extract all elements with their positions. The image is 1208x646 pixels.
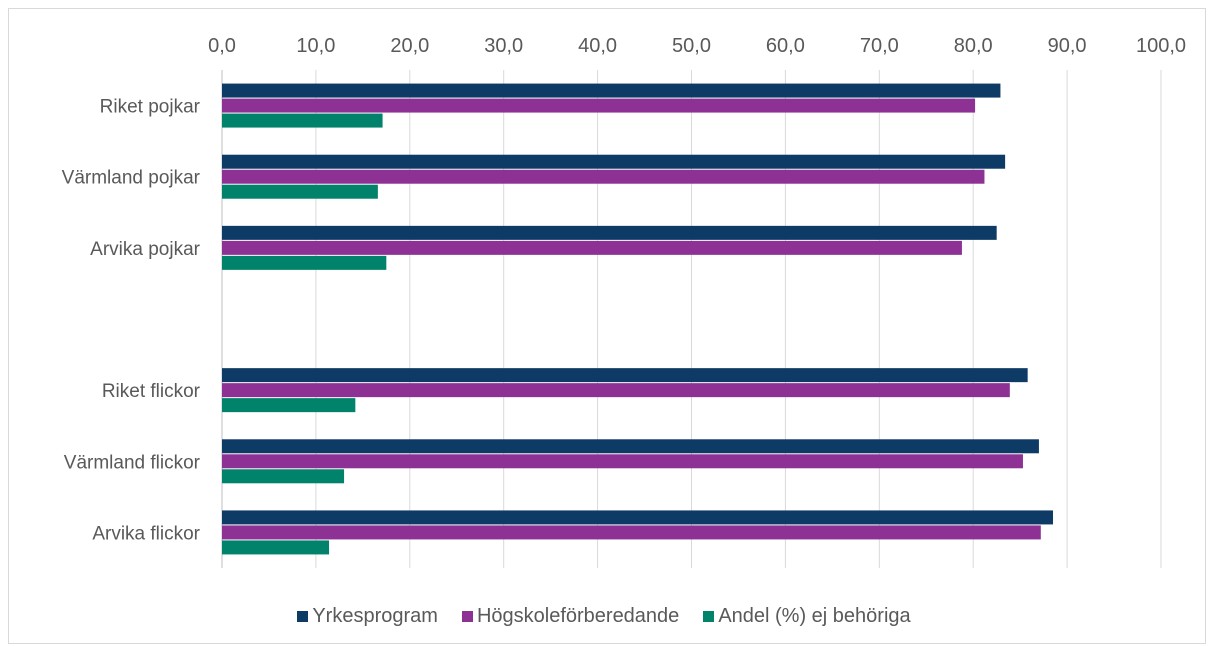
legend-swatch-yrkesprogram [297, 610, 309, 622]
bar-yrkesprogram-arvika-pojkar [222, 225, 997, 240]
bar-hogskoleforberedande-varmland-flickor [222, 454, 1023, 469]
x-tick-label: 10,0 [296, 35, 335, 57]
x-tick-label: 100,0 [1136, 35, 1186, 57]
bar-yrkesprogram-varmland-flickor [222, 439, 1039, 454]
category-label-riket-flickor: Riket flickor [102, 381, 201, 402]
legend-item-yrkesprogram: Yrkesprogram [297, 605, 438, 628]
category-label-riket-pojkar: Riket pojkar [100, 97, 201, 118]
bar-andel-ej-behoriga-arvika-flickor [222, 540, 330, 555]
category-label-arvika-pojkar: Arvika pojkar [90, 239, 200, 260]
bar-yrkesprogram-riket-pojkar [222, 83, 1001, 98]
x-tick-label: 50,0 [672, 35, 711, 57]
legend-swatch-hogskoleforberedande [461, 610, 473, 622]
x-tick-label: 20,0 [390, 35, 429, 57]
bar-andel-ej-behoriga-varmland-flickor [222, 469, 345, 484]
x-tick-label: 70,0 [860, 35, 899, 57]
legend-label-yrkesprogram: Yrkesprogram [312, 604, 438, 627]
bar-hogskoleforberedande-arvika-pojkar [222, 240, 962, 255]
bar-hogskoleforberedande-varmland-pojkar [222, 169, 985, 184]
x-tick-label: 40,0 [578, 35, 617, 57]
legend: Yrkesprogram Högskoleförberedande Andel … [0, 596, 1208, 636]
bar-andel-ej-behoriga-riket-flickor [222, 398, 356, 413]
legend-swatch-ej-behoriga [703, 610, 715, 622]
x-tick-label: 80,0 [954, 35, 993, 57]
legend-label-ej-behoriga: Andel (%) ej behöriga [718, 604, 911, 627]
bar-hogskoleforberedande-arvika-flickor [222, 525, 1041, 540]
bar-yrkesprogram-arvika-flickor [222, 510, 1054, 525]
x-tick-label: 90,0 [1048, 35, 1087, 57]
x-tick-label: 60,0 [766, 35, 805, 57]
category-label-varmland-flickor: Värmland flickor [64, 452, 201, 473]
legend-label-hogskoleforberedande: Högskoleförberedande [476, 604, 680, 627]
category-label-varmland-pojkar: Värmland pojkar [62, 168, 201, 189]
legend-item-ej-behoriga: Andel (%) ej behöriga [703, 604, 911, 628]
category-label-arvika-flickor: Arvika flickor [92, 523, 200, 544]
bar-yrkesprogram-riket-flickor [222, 368, 1028, 383]
bar-hogskoleforberedande-riket-flickor [222, 383, 1010, 398]
bar-andel-ej-behoriga-arvika-pojkar [222, 255, 387, 270]
bar-hogskoleforberedande-riket-pojkar [222, 98, 976, 113]
bar-yrkesprogram-varmland-pojkar [222, 154, 1006, 169]
legend-item-hogskoleforberedande: Högskoleförberedande [461, 604, 680, 628]
bar-andel-ej-behoriga-varmland-pojkar [222, 184, 378, 199]
x-tick-label: 30,0 [484, 35, 523, 57]
bar-andel-ej-behoriga-riket-pojkar [222, 113, 383, 128]
x-tick-label: 0,0 [208, 35, 236, 57]
